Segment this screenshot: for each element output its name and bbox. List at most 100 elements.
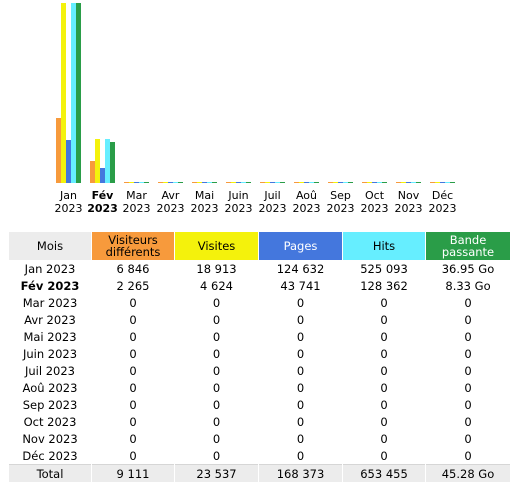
- x-tick-month: Juin: [227, 189, 248, 202]
- table-row: Aoû 2023 0 0 0 0 0: [9, 379, 510, 396]
- x-tick-month: Jan: [59, 189, 77, 202]
- bar-bandwidth-2: [144, 182, 149, 183]
- bar-visits-11: [435, 182, 440, 183]
- bar-visits-4: [197, 182, 202, 183]
- table-row: Fév 2023 2 265 4 624 43 741 128 362 8.33 Go: [9, 277, 510, 294]
- cell-hits: 0: [380, 431, 388, 446]
- cell-hits: 0: [380, 346, 388, 361]
- cell-hits: 0: [380, 414, 388, 429]
- bar-visitors-3: [158, 182, 163, 183]
- bar-hits-1: [105, 139, 110, 183]
- x-tick-year: 2023: [293, 202, 321, 215]
- cell-visits: 0: [212, 346, 221, 361]
- header-pages: Pages: [259, 232, 342, 260]
- bar-visitors-10: [396, 182, 401, 183]
- bar-pages-4: [202, 182, 207, 183]
- cell-visits: 0: [212, 414, 221, 429]
- cell-month: Nov 2023: [22, 431, 78, 446]
- cell-bandwidth: 0: [464, 363, 472, 378]
- bar-visits-10: [401, 182, 406, 183]
- bar-bandwidth-10: [416, 182, 421, 183]
- table-row: Nov 2023 0 0 0 0 0: [9, 430, 510, 447]
- cell-visitors: 0: [129, 431, 137, 446]
- x-tick-month: Juil: [263, 189, 280, 202]
- bar-pages-9: [372, 182, 377, 183]
- cell-month: Sep 2023: [22, 397, 78, 412]
- cell-pages: 0: [296, 414, 305, 429]
- table-row: Sep 2023 0 0 0 0 0: [9, 396, 510, 413]
- bar-visitors-1: [90, 161, 95, 183]
- cell-month: Déc 2023: [22, 448, 78, 463]
- cell-visitors: 0: [129, 380, 137, 395]
- total-visits: 23 537: [175, 464, 258, 482]
- x-tick-year: 2023: [191, 202, 219, 215]
- total-label: Total: [9, 464, 91, 482]
- cell-pages: 43 741: [280, 278, 321, 293]
- cell-month: Mar 2023: [22, 295, 78, 310]
- cell-bandwidth: 0: [464, 431, 472, 446]
- bar-hits-2: [139, 182, 144, 183]
- cell-visitors: 2 265: [116, 278, 150, 293]
- cell-visits: 0: [212, 363, 221, 378]
- total-hits: 653 455: [343, 464, 425, 482]
- cell-pages: 0: [296, 329, 305, 344]
- bar-bandwidth-9: [382, 182, 387, 183]
- cell-bandwidth: 0: [464, 346, 472, 361]
- bar-visitors-6: [260, 182, 265, 183]
- cell-hits: 0: [380, 295, 388, 310]
- x-tick-year: 2023: [259, 202, 287, 215]
- cell-pages: 0: [296, 295, 305, 310]
- bar-pages-7: [304, 182, 309, 183]
- x-tick-month: Déc: [432, 189, 453, 202]
- x-tick-year: 2023: [429, 202, 457, 215]
- bar-visitors-4: [192, 182, 197, 183]
- table-row: Oct 2023 0 0 0 0 0: [9, 413, 510, 430]
- cell-hits: 128 362: [360, 278, 408, 293]
- cell-visitors: 0: [129, 329, 137, 344]
- cell-visitors: 0: [129, 312, 137, 327]
- cell-visitors: 0: [129, 295, 137, 310]
- bar-pages-0: [66, 140, 71, 183]
- cell-pages: 0: [296, 448, 305, 463]
- monthly-history-chart: Jan2023Fév2023Mar2023Avr2023Mai2023Juin2…: [55, 3, 457, 215]
- cell-visits: 0: [212, 312, 221, 327]
- monthly-stats-table: Mois Visiteurs différents Visites Pages …: [8, 232, 511, 482]
- x-tick-year: 2023: [123, 202, 151, 215]
- header-visits: Visites: [175, 232, 258, 260]
- cell-month: Oct 2023: [23, 414, 77, 429]
- cell-hits: 0: [380, 397, 388, 412]
- table-row: Jan 2023 6 846 18 913 124 632 525 093 36.95 G…: [9, 260, 510, 277]
- bar-bandwidth-8: [348, 182, 353, 183]
- bar-visits-2: [129, 182, 134, 183]
- cell-bandwidth: 0: [464, 312, 472, 327]
- cell-bandwidth: 0: [464, 414, 472, 429]
- x-tick-month: Oct: [365, 189, 385, 202]
- x-tick-year: 2023: [55, 202, 83, 215]
- bar-hits-6: [275, 182, 280, 183]
- cell-bandwidth: 0: [464, 329, 472, 344]
- bar-pages-1: [100, 168, 105, 183]
- bar-hits-5: [241, 182, 246, 183]
- bar-hits-7: [309, 182, 314, 183]
- cell-month: Juil 2023: [25, 363, 75, 378]
- total-bandwidth: 45.28 Go: [426, 464, 510, 482]
- cell-visitors: 0: [129, 397, 137, 412]
- cell-pages: 124 632: [276, 261, 325, 276]
- table-header-row: Mois Visiteurs différents Visites Pages …: [9, 232, 510, 260]
- bar-visitors-5: [226, 182, 231, 183]
- bar-bandwidth-0: [76, 3, 81, 183]
- x-tick-month: Mar: [126, 189, 147, 202]
- total-row: Total 9 111 23 537 168 373 653 455 45.28…: [9, 464, 510, 482]
- cell-visitors: 0: [129, 346, 137, 361]
- bar-bandwidth-3: [178, 182, 183, 183]
- header-month: Mois: [9, 232, 91, 260]
- bar-hits-9: [377, 182, 382, 183]
- x-tick-year: 2023: [225, 202, 253, 215]
- cell-bandwidth: 8.33 Go: [445, 278, 491, 293]
- cell-visits: 0: [212, 329, 221, 344]
- cell-visits: 18 913: [196, 261, 237, 276]
- bar-hits-4: [207, 182, 212, 183]
- cell-visits: 0: [212, 295, 221, 310]
- bar-hits-11: [445, 182, 450, 183]
- bar-bandwidth-5: [246, 182, 251, 183]
